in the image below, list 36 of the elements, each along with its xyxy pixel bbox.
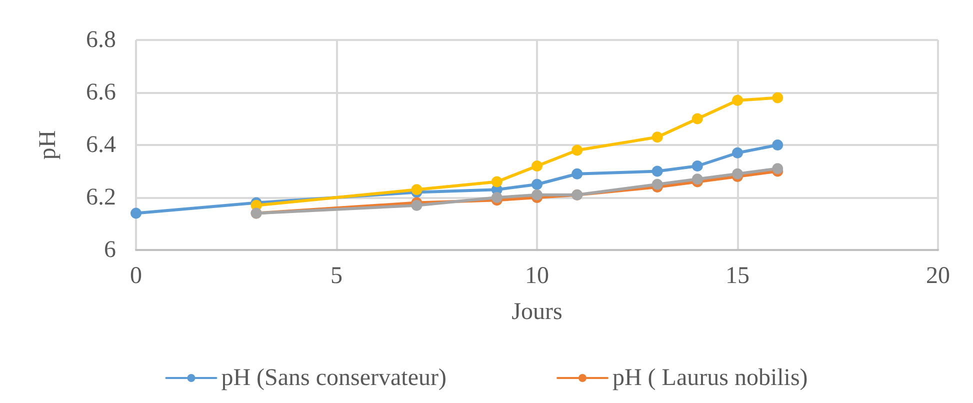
point [411,200,422,211]
point [532,178,542,190]
point [732,94,743,106]
point [732,147,743,158]
legend-label: pH (Sans conservateur) [221,365,446,391]
point [572,168,583,180]
point [732,168,743,180]
point [652,178,663,190]
y-tick-label: 6.8 [86,27,116,53]
point [532,189,542,200]
y-axis-title: pH [35,130,61,160]
point [692,113,703,124]
point [692,174,703,185]
point [491,192,502,203]
legend-label: pH ( Laurus nobilis) [612,365,808,391]
point [411,184,422,196]
point [491,176,502,188]
point [652,166,663,177]
x-axis-title: Jours [512,299,562,325]
point [772,140,784,150]
x-tick-label: 20 [926,263,950,289]
x-tick-label: 10 [525,263,549,289]
point [532,160,542,172]
point [652,132,663,143]
y-tick-label: 6.2 [86,184,116,210]
y-tick-label: 6.4 [86,132,116,158]
point [572,144,583,156]
y-tick-label: 6.6 [86,80,116,106]
point [130,208,142,219]
x-tick-label: 15 [726,263,750,289]
x-tick-label: 0 [130,263,142,289]
point [772,163,784,174]
point [772,92,784,104]
y-tick-label: 6 [104,237,116,263]
point [692,160,703,172]
x-tick-label: 5 [330,263,342,289]
